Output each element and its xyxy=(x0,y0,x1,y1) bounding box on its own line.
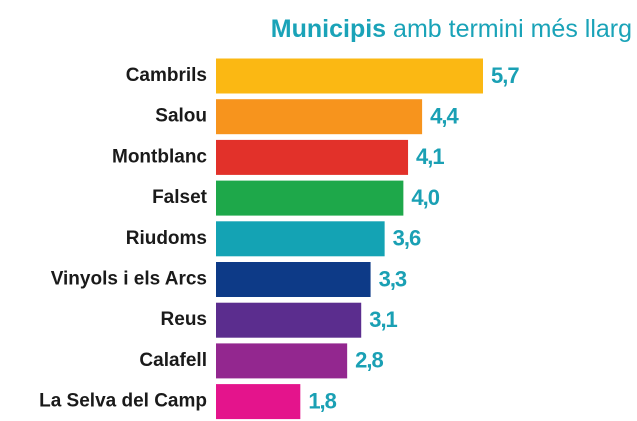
title-rest: amb termini més llarg xyxy=(393,15,632,43)
value-label: 4,0 xyxy=(411,185,439,210)
category-label: Calafell xyxy=(139,350,207,371)
category-label: Salou xyxy=(155,106,207,127)
bar xyxy=(216,139,409,175)
category-label: La Selva del Camp xyxy=(39,391,207,412)
bar xyxy=(216,99,423,135)
chart-title: Municipis amb termini més llarg xyxy=(271,15,632,43)
category-label: Vinyols i els Arcs xyxy=(51,269,207,290)
value-label: 4,4 xyxy=(430,104,459,129)
category-label: Reus xyxy=(161,309,207,330)
value-label: 4,1 xyxy=(416,144,444,169)
category-label: Riudoms xyxy=(126,228,207,249)
bar xyxy=(216,180,404,216)
bar xyxy=(216,58,483,94)
category-label: Falset xyxy=(152,187,208,208)
category-label: Montblanc xyxy=(112,146,207,167)
bar xyxy=(216,221,385,257)
value-label: 2,8 xyxy=(355,348,383,373)
value-label: 3,1 xyxy=(369,307,397,332)
value-label: 1,8 xyxy=(308,388,336,413)
bar xyxy=(216,262,371,297)
title-bold: Municipis xyxy=(271,15,386,43)
bar xyxy=(216,302,362,338)
bar xyxy=(216,384,301,420)
value-label: 3,3 xyxy=(379,266,407,291)
value-label: 3,6 xyxy=(393,226,421,251)
value-label: 5,7 xyxy=(491,63,519,88)
category-label: Cambrils xyxy=(126,65,207,86)
bar xyxy=(216,343,348,379)
